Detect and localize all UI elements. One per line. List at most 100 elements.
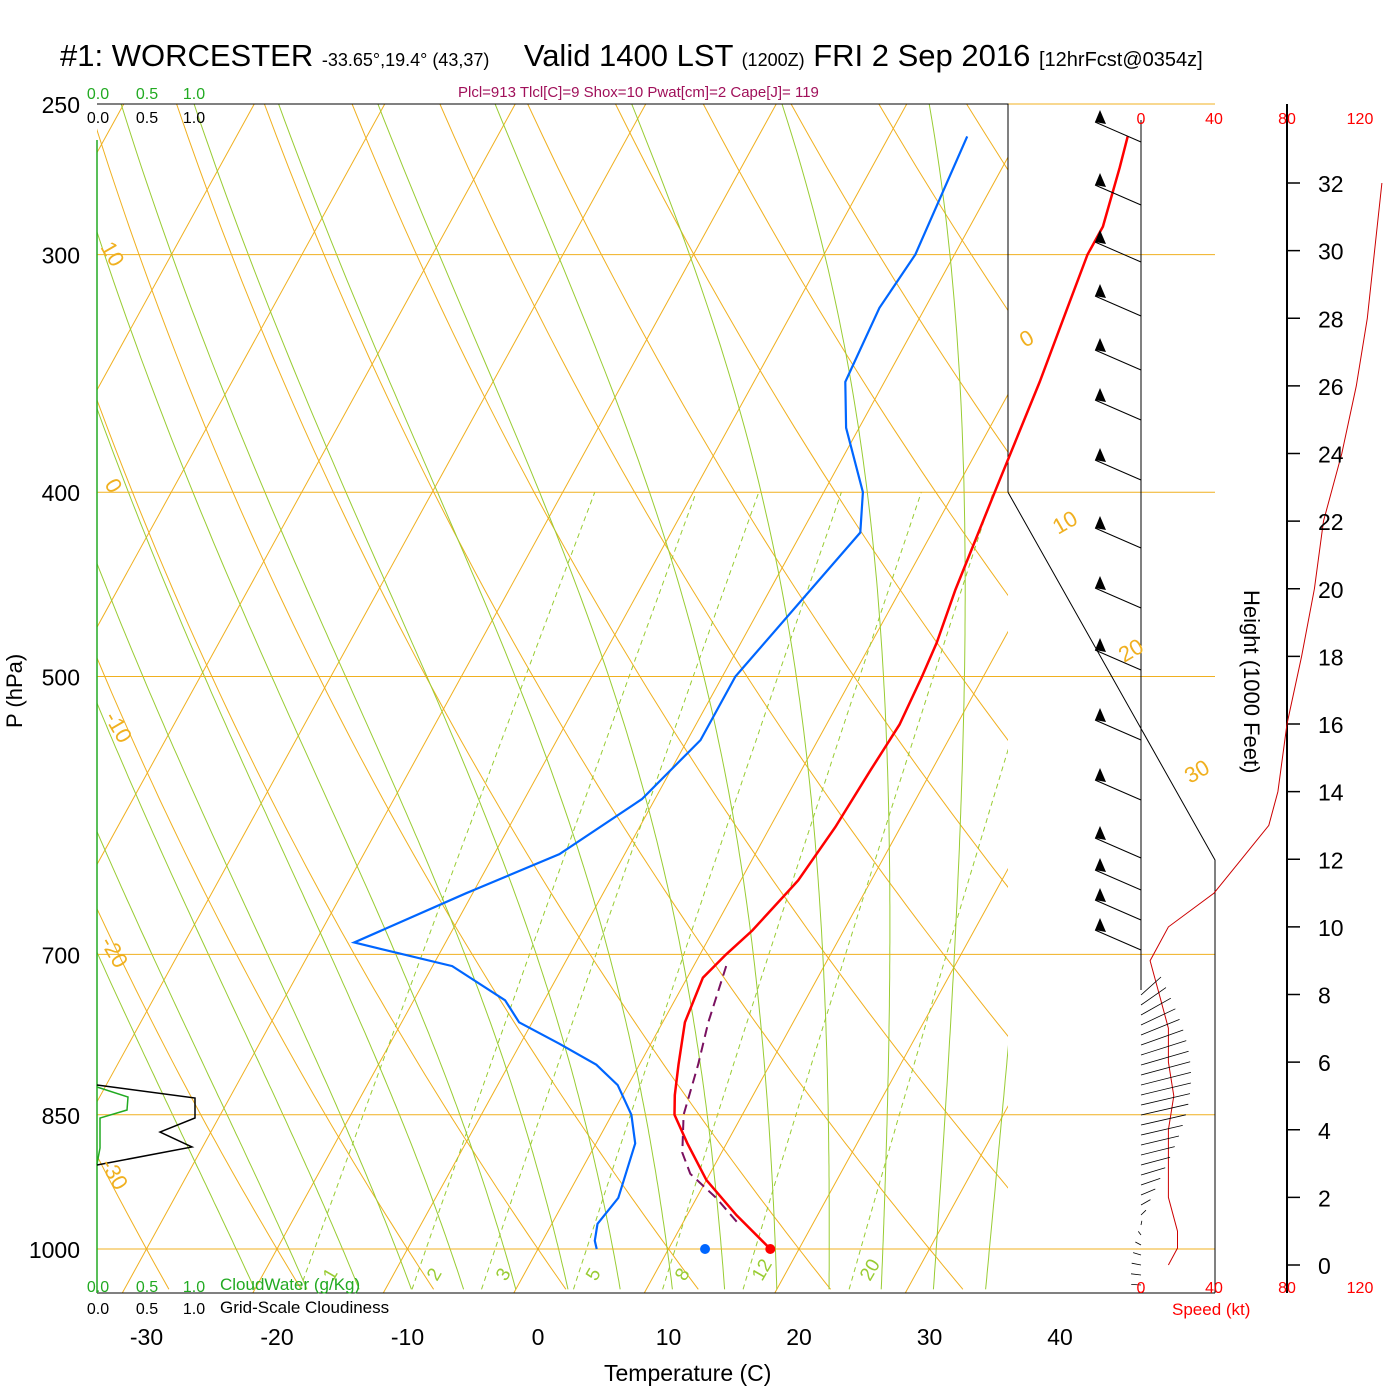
cloudwater-label: CloudWater (g/Kg)	[220, 1275, 361, 1294]
dry-adiabat-label: -30	[96, 1154, 134, 1194]
chart-title: #1: WORCESTER -33.65°,19.4° (43,37) Vali…	[60, 38, 1203, 74]
dry-adiabat-label: -20	[96, 932, 134, 972]
mixing-ratio-label: 3	[492, 1265, 515, 1285]
temperature-tick-label: 0	[532, 1324, 545, 1350]
plot-frame	[97, 103, 1009, 493]
pressure-tick-label: 500	[42, 665, 80, 691]
moist-adiabat-line	[377, 104, 726, 1290]
cloudwater-tick-bottom: 0.5	[136, 1279, 158, 1296]
dry-adiabat-line	[1293, 70, 1400, 1289]
wind-barb-flag	[1095, 768, 1106, 782]
wind-barb	[1094, 399, 1142, 421]
lower-wind-barb	[1140, 1125, 1183, 1136]
wind-barb-flag	[1095, 230, 1106, 244]
height-tick-label: 10	[1318, 915, 1344, 941]
height-tick-label: 12	[1318, 847, 1344, 873]
cloudiness-profile	[96, 1084, 196, 1166]
lower-wind-barb	[1140, 976, 1162, 996]
dry-adiabat-line	[1380, 70, 1400, 1289]
isotherm-line	[774, 867, 1008, 1293]
isotherm-line	[121, 104, 777, 1293]
dry-adiabat-line	[1206, 70, 1400, 1289]
dry-adiabat-label: -10	[100, 707, 138, 747]
lower-wind-barb	[1135, 1241, 1142, 1246]
wind-barb	[1094, 349, 1142, 371]
lower-wind-barb	[1133, 1252, 1142, 1256]
wind-barb-flag	[1095, 826, 1106, 840]
dry-adiabat-line	[97, 656, 435, 1290]
dry-adiabat-line	[97, 398, 567, 1290]
moist-adiabat-line	[97, 951, 256, 1290]
title-forecast: [12hrFcst@0354z]	[1038, 49, 1203, 71]
mixing-ratio-line	[662, 492, 922, 1290]
dry-adiabat-line	[702, 104, 1008, 597]
height-axis-label: Height (1000 Feet)	[1239, 590, 1264, 774]
cloudiness-tick-top: 0.5	[136, 110, 158, 127]
height-tick-label: 16	[1318, 712, 1344, 738]
moist-adiabat-line	[928, 104, 966, 1290]
dry-adiabat-line	[97, 907, 302, 1290]
temperature-tick-label: 20	[786, 1324, 812, 1350]
wind-barb-flag	[1095, 448, 1106, 462]
dry-adiabat-line	[614, 104, 1008, 742]
lower-wind-barb	[1140, 1072, 1192, 1086]
cloudwater-tick-bottom: 1.0	[183, 1279, 205, 1296]
pressure-tick-label: 250	[42, 92, 80, 118]
mixing-ratio-line	[742, 492, 994, 1290]
moist-adiabat-line	[631, 104, 830, 1290]
wind-barb	[1094, 241, 1142, 263]
lower-wind-barb	[1140, 1178, 1161, 1186]
height-tick-label: 20	[1318, 577, 1344, 603]
lower-wind-barb	[1140, 1188, 1156, 1196]
lower-wind-barb	[1140, 1146, 1175, 1156]
speed-tick-top: 40	[1205, 111, 1223, 128]
moist-adiabat-line	[97, 230, 517, 1290]
lower-wind-barb	[1140, 1040, 1187, 1056]
temperature-tick-label: -10	[391, 1324, 424, 1350]
lower-wind-barb	[1140, 1167, 1166, 1176]
speed-tick-top: 80	[1278, 111, 1296, 128]
temperature-tick-label: 10	[656, 1324, 682, 1350]
height-tick-label: 8	[1318, 983, 1331, 1009]
wind-barb	[1094, 899, 1142, 921]
title-coords: -33.65°,19.4° (43,37)	[321, 50, 490, 70]
cloudiness-tick-bottom: 1.0	[183, 1301, 205, 1318]
lower-wind-barb	[1140, 997, 1172, 1016]
dry-adiabat-line	[97, 1154, 170, 1290]
lower-wind-barb	[1140, 1061, 1191, 1076]
height-tick-label: 14	[1318, 780, 1344, 806]
dry-adiabat-line	[439, 104, 1008, 1038]
speed-tick-bottom: 40	[1205, 1280, 1223, 1297]
wind-barb-flag	[1095, 110, 1106, 124]
lower-wind-barb	[1140, 1050, 1189, 1066]
cloudiness-tick-bottom: 0.5	[136, 1301, 158, 1318]
pressure-tick-label: 850	[42, 1103, 80, 1129]
wind-barb	[1094, 527, 1142, 549]
cloudwater-profile	[96, 1086, 129, 1165]
moist-adiabat-line	[193, 104, 621, 1290]
mixing-ratio-line	[411, 492, 697, 1290]
height-tick-label: 24	[1318, 442, 1344, 468]
moist-adiabat-line	[278, 104, 673, 1290]
dry-adiabat-line	[97, 128, 699, 1290]
isotherm-line	[252, 104, 908, 1293]
temperature-tick-label: 30	[917, 1324, 943, 1350]
isotherm-line	[97, 104, 647, 1103]
cloudiness-label: Grid-Scale Cloudiness	[220, 1298, 390, 1317]
cloudwater-tick-top: 0.5	[136, 86, 158, 103]
mixing-ratio-label: 20	[856, 1256, 885, 1285]
sounding-params: Plcl=913 Tlcl[C]=9 Shox=10 Pwat[cm]=2 Ca…	[458, 84, 819, 101]
height-tick-label: 30	[1318, 239, 1344, 265]
temperature-tick-label: 40	[1047, 1324, 1073, 1350]
wind-barb	[1094, 587, 1142, 609]
moist-adiabat-line	[120, 104, 569, 1290]
wind-barb-flag	[1095, 284, 1106, 298]
mixing-ratio-line	[481, 492, 760, 1290]
lower-wind-barb	[1140, 1220, 1143, 1226]
isotherm-line	[643, 630, 1008, 1293]
speed-tick-top: 0	[1137, 111, 1146, 128]
height-tick-label: 6	[1318, 1050, 1331, 1076]
title-date: FRI 2 Sep 2016	[813, 38, 1031, 73]
title-station: #1: WORCESTER	[60, 38, 314, 73]
pressure-tick-label: 1000	[29, 1237, 80, 1263]
